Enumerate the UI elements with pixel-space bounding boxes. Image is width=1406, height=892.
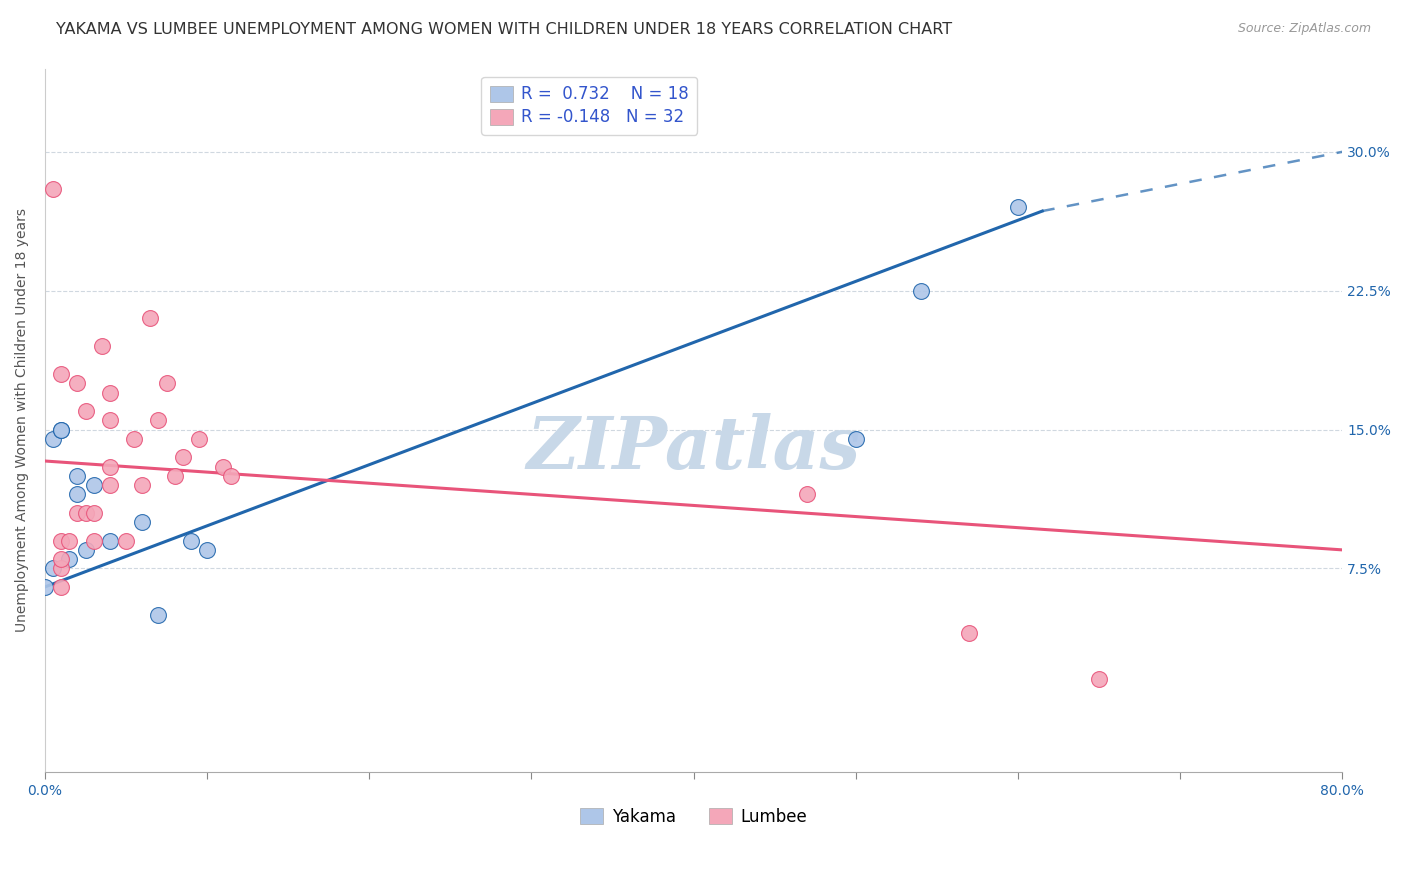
Point — [42, 182, 65, 196]
Point — [98, 533, 121, 548]
Point — [957, 626, 980, 640]
Point — [66, 487, 89, 501]
Point — [98, 459, 121, 474]
Text: Source: ZipAtlas.com: Source: ZipAtlas.com — [1237, 22, 1371, 36]
Point — [42, 561, 65, 575]
Point — [221, 468, 243, 483]
Point — [75, 506, 97, 520]
Point — [51, 423, 73, 437]
Point — [66, 468, 89, 483]
Point — [66, 506, 89, 520]
Point — [90, 339, 112, 353]
Point — [131, 478, 153, 492]
Point — [172, 450, 194, 465]
Point — [51, 580, 73, 594]
Point — [1007, 200, 1029, 214]
Point — [131, 515, 153, 529]
Point — [910, 284, 932, 298]
Point — [51, 552, 73, 566]
Point — [163, 468, 186, 483]
Point — [42, 432, 65, 446]
Point — [83, 478, 105, 492]
Point — [212, 459, 235, 474]
Point — [115, 533, 138, 548]
Point — [98, 478, 121, 492]
Point — [845, 432, 868, 446]
Point — [34, 580, 56, 594]
Point — [180, 533, 202, 548]
Point — [148, 413, 170, 427]
Point — [1088, 673, 1111, 687]
Point — [58, 552, 80, 566]
Point — [139, 311, 162, 326]
Point — [83, 506, 105, 520]
Point — [188, 432, 211, 446]
Text: YAKAMA VS LUMBEE UNEMPLOYMENT AMONG WOMEN WITH CHILDREN UNDER 18 YEARS CORRELATI: YAKAMA VS LUMBEE UNEMPLOYMENT AMONG WOME… — [56, 22, 952, 37]
Point — [122, 432, 145, 446]
Point — [51, 561, 73, 575]
Point — [75, 404, 97, 418]
Point — [796, 487, 818, 501]
Point — [58, 533, 80, 548]
Legend: Yakama, Lumbee: Yakama, Lumbee — [572, 799, 815, 834]
Text: ZIPatlas: ZIPatlas — [527, 413, 860, 484]
Point — [66, 376, 89, 391]
Point — [75, 542, 97, 557]
Point — [51, 367, 73, 381]
Y-axis label: Unemployment Among Women with Children Under 18 years: Unemployment Among Women with Children U… — [15, 209, 30, 632]
Point — [148, 607, 170, 622]
Point — [98, 413, 121, 427]
Point — [98, 385, 121, 400]
Point — [155, 376, 177, 391]
Point — [83, 533, 105, 548]
Point — [195, 542, 218, 557]
Point — [51, 533, 73, 548]
Point — [51, 423, 73, 437]
